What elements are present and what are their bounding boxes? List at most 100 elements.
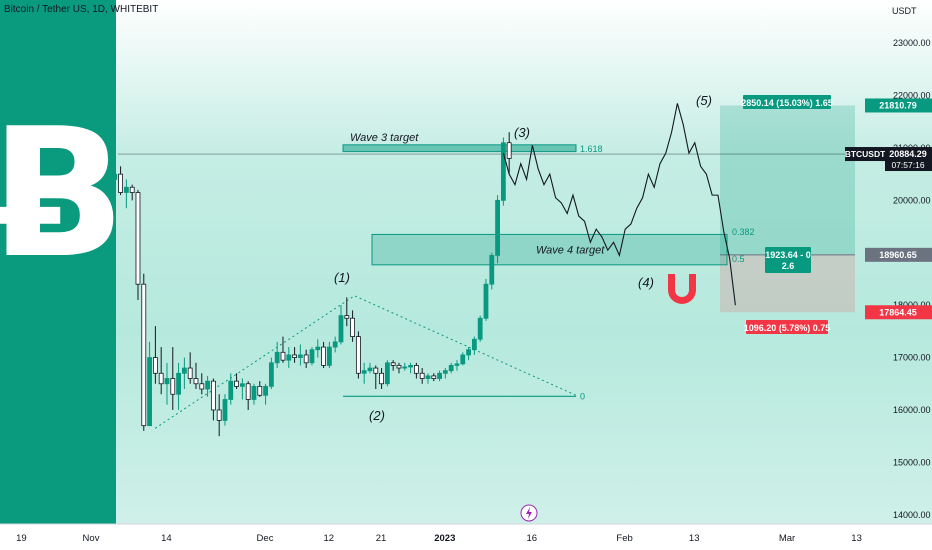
- price-axis: [885, 0, 932, 524]
- fib-label-2: 0.5: [732, 254, 745, 264]
- x-tick-3: Dec: [257, 533, 274, 544]
- candle-53: [419, 368, 425, 384]
- candle-15: [199, 373, 205, 395]
- candle-body-40: [344, 315, 350, 319]
- mid-label-text-0: 1923.64 - 0: [765, 250, 811, 260]
- candle-54: [425, 373, 431, 384]
- candle-body-55: [431, 375, 437, 379]
- candle-67: [500, 137, 506, 206]
- candle-31: [292, 347, 297, 363]
- candle-33: [303, 349, 309, 369]
- candle-34: [309, 347, 315, 366]
- candle-61: [466, 347, 471, 361]
- wave-label-1: (2): [369, 408, 385, 423]
- x-tick-10: Mar: [779, 533, 795, 544]
- candle-24: [251, 383, 257, 405]
- candle-5: [141, 273, 147, 431]
- lightning-icon: [520, 504, 538, 522]
- badge-2: 17864.45: [879, 307, 917, 317]
- magnet-icon: [668, 274, 696, 304]
- candle-47: [384, 360, 390, 387]
- mid-label-text-1: 2.6: [782, 261, 795, 271]
- candle-25: [257, 381, 263, 397]
- candle-37: [326, 341, 332, 369]
- currency-label: USDT: [892, 6, 917, 16]
- loss-label-box: [746, 320, 828, 334]
- candle-60: [460, 352, 466, 366]
- candle-body-1: [118, 173, 123, 193]
- candle-36: [321, 341, 326, 369]
- x-tick-5: 21: [376, 533, 387, 544]
- candle-64: [483, 278, 489, 321]
- x-tick-6: 2023: [434, 533, 455, 544]
- candle-20: [228, 373, 234, 405]
- candle-58: [448, 362, 454, 374]
- y-tick-9: 23000.00: [893, 38, 931, 48]
- candle-body-3: [129, 186, 135, 193]
- candle-body-63: [477, 317, 483, 340]
- candle-body-14: [193, 378, 199, 385]
- badge-2-box: [865, 305, 932, 320]
- triangle-lines: [154, 295, 577, 429]
- zone-label-1: Wave 4 target: [536, 245, 605, 257]
- candle-body-38: [332, 341, 338, 348]
- candle-6: [147, 341, 152, 427]
- candle-body-6: [147, 357, 152, 427]
- candle-body-24: [251, 385, 257, 400]
- candle-0: [112, 163, 118, 185]
- candle-9: [164, 362, 170, 405]
- candle-42: [355, 331, 361, 379]
- candle-body-4: [135, 192, 141, 285]
- candle-body-54: [425, 375, 431, 379]
- fib-label-0: 1.618: [580, 144, 603, 154]
- candle-body-64: [483, 283, 489, 319]
- wave-label-2: (3): [514, 125, 530, 140]
- candle-29: [280, 336, 286, 363]
- ticker-badge: BTCUSDT: [845, 149, 886, 159]
- candle-body-51: [408, 365, 413, 368]
- candle-17: [210, 378, 216, 421]
- candle-4: [135, 189, 141, 300]
- bitcoin-icon: Ƀ: [0, 90, 126, 297]
- candle-body-23: [245, 383, 251, 400]
- candle-body-46: [379, 372, 384, 385]
- candle-body-67: [500, 142, 506, 201]
- candle-63: [477, 315, 483, 342]
- candle-body-60: [460, 354, 466, 365]
- wave-label-0: (1): [334, 270, 350, 285]
- candle-23: [245, 381, 251, 410]
- candle-40: [344, 297, 350, 327]
- candle-body-43: [361, 370, 367, 374]
- candle-7: [152, 326, 158, 384]
- candle-13: [187, 352, 193, 384]
- candle-body-0: [112, 173, 118, 180]
- candle-57: [442, 368, 448, 379]
- time-axis: [0, 524, 932, 550]
- candle-26: [263, 383, 268, 405]
- x-tick-0: 19: [16, 533, 27, 544]
- y-tick-6: 20000.00: [893, 195, 931, 205]
- candle-body-44: [367, 367, 373, 372]
- candle-body-19: [222, 399, 228, 421]
- candle-body-5: [141, 283, 147, 427]
- candle-2: [123, 179, 129, 209]
- candle-68: [506, 132, 512, 175]
- candle-body-58: [448, 365, 454, 372]
- projection-path: [502, 103, 736, 306]
- bitcoin-logo-panel: [0, 0, 116, 524]
- candle-65: [489, 252, 495, 290]
- x-tick-7: 16: [527, 533, 538, 544]
- candle-52: [413, 362, 419, 379]
- candle-body-50: [402, 366, 408, 369]
- candle-18: [216, 394, 222, 437]
- candle-body-47: [384, 362, 390, 385]
- candle-body-32: [297, 354, 303, 358]
- candle-12: [181, 357, 187, 389]
- zone-label-0: Wave 3 target: [350, 132, 419, 144]
- candle-46: [379, 368, 384, 389]
- x-tick-11: 13: [851, 533, 862, 544]
- badge-1: 18960.65: [879, 250, 917, 260]
- profit-zone: [720, 105, 855, 255]
